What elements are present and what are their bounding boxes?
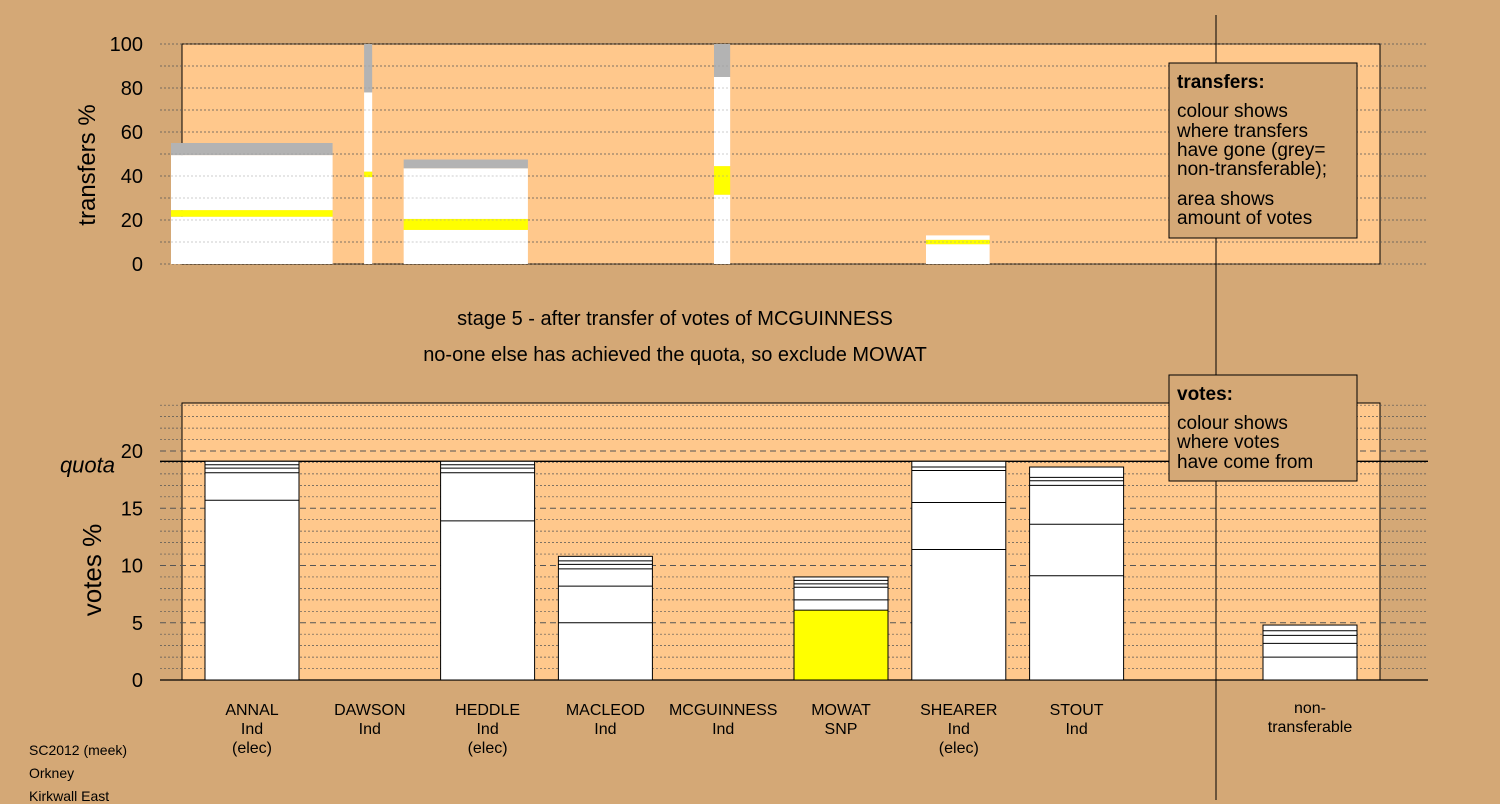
vote-bar-heddle — [440, 460, 536, 681]
transfers-ytick-label: 40 — [121, 166, 143, 188]
transfer-segment-heddle — [403, 229, 528, 264]
candidate-label-dawson: DAWSON — [334, 702, 405, 719]
transfer-segment-heddle — [403, 159, 528, 169]
transfer-segment-shearer — [926, 244, 990, 264]
stage-note: no-one else has achieved the quota, so e… — [423, 344, 927, 366]
votes-legend-line: have come from — [1177, 452, 1313, 473]
candidate-label-macleod: Ind — [594, 721, 616, 738]
transfer-segment-heddle — [403, 168, 528, 219]
transfer-segment-shearer — [926, 239, 990, 245]
candidate-label-heddle: (elec) — [468, 740, 508, 757]
transfers-ytick-label: 80 — [121, 78, 143, 100]
transfers-ytick-label: 100 — [110, 34, 143, 56]
transfer-segment-dawson — [364, 44, 373, 93]
candidate-label-heddle: Ind — [476, 721, 498, 738]
transfer-segment-mcguinness — [714, 77, 731, 167]
candidate-label-mowat: MOWAT — [811, 702, 871, 719]
transfer-segment-heddle — [403, 218, 528, 230]
candidate-label-mcguinness: MCGUINNESS — [669, 702, 777, 719]
votes-ytick-label: 0 — [132, 670, 143, 692]
candidate-label-annal: ANNAL — [225, 702, 278, 719]
transfers-legend-line: amount of votes — [1177, 208, 1312, 229]
candidate-label-mowat: SNP — [825, 721, 858, 738]
transfers-ytick-label: 60 — [121, 122, 143, 144]
vote-bar-macleod — [557, 555, 653, 681]
votes-legend-line: colour shows — [1177, 413, 1288, 434]
candidate-label-heddle: HEDDLE — [455, 702, 520, 719]
transfers-legend-line: area shows — [1177, 189, 1274, 210]
transfer-segment-dawson — [364, 171, 373, 178]
candidate-label-shearer: Ind — [948, 721, 970, 738]
vote-yellow-mowat — [793, 609, 889, 681]
transfer-segment-mcguinness — [714, 44, 731, 77]
votes-ytick-label: 10 — [121, 556, 143, 578]
stage-title: stage 5 - after transfer of votes of MCG… — [457, 308, 893, 330]
transfer-segment-annal — [171, 155, 333, 211]
candidate-label-dawson: Ind — [359, 721, 381, 738]
transfer-segment-mcguinness — [714, 194, 731, 264]
candidate-label-annal: Ind — [241, 721, 263, 738]
vote-bar-annal — [204, 460, 300, 681]
transfers-ytick-label: 20 — [121, 210, 143, 232]
transfers-legend-line: non-transferable); — [1177, 159, 1327, 180]
transfer-segment-mcguinness — [714, 166, 731, 195]
transfer-segment-annal — [171, 210, 333, 217]
transfer-segment-annal — [171, 216, 333, 264]
candidate-label-stout: STOUT — [1050, 702, 1104, 719]
votes-legend-title: votes: — [1177, 384, 1233, 405]
votes-ytick-label: 5 — [132, 613, 143, 635]
candidate-label-mcguinness: Ind — [712, 721, 734, 738]
votes-legend: votes: colour shows where votes have com… — [1168, 374, 1358, 482]
candidate-label-annal: (elec) — [232, 740, 272, 757]
bottom-ylabel: votes % — [77, 524, 107, 617]
top-ylabel: transfers % — [74, 104, 101, 225]
votes-ytick-label: 20 — [121, 441, 143, 463]
footer-council: Orkney — [29, 765, 75, 781]
candidate-label-shearer: (elec) — [939, 740, 979, 757]
candidate-label-macleod: MACLEOD — [566, 702, 645, 719]
vote-bar-nontransferable — [1262, 624, 1358, 681]
transfers-legend: transfers: colour shows where transfers … — [1168, 62, 1358, 239]
candidate-label-stout: Ind — [1065, 721, 1087, 738]
transfers-legend-line: where transfers — [1176, 121, 1308, 142]
candidate-label-shearer: SHEARER — [920, 702, 997, 719]
transfer-segment-shearer — [926, 235, 990, 240]
votes-ytick-label: 15 — [121, 498, 143, 520]
transfers-ytick-label: 0 — [132, 254, 143, 276]
vote-bar-stout — [1029, 466, 1125, 681]
transfer-segment-dawson — [364, 177, 373, 264]
nontransferable-label: transferable — [1268, 719, 1353, 736]
transfer-segment-annal — [171, 143, 333, 156]
footer-ward: Kirkwall East — [29, 788, 110, 804]
nontransferable-label: non- — [1294, 700, 1326, 717]
transfers-legend-line: colour shows — [1177, 101, 1288, 122]
quota-label: quota — [60, 452, 115, 477]
votes-legend-line: where votes — [1176, 432, 1279, 453]
footer-method: SC2012 (meek) — [29, 742, 128, 758]
transfers-legend-title: transfers: — [1177, 72, 1265, 93]
transfers-legend-line: have gone (grey= — [1177, 140, 1325, 161]
vote-bar-shearer — [911, 460, 1007, 681]
